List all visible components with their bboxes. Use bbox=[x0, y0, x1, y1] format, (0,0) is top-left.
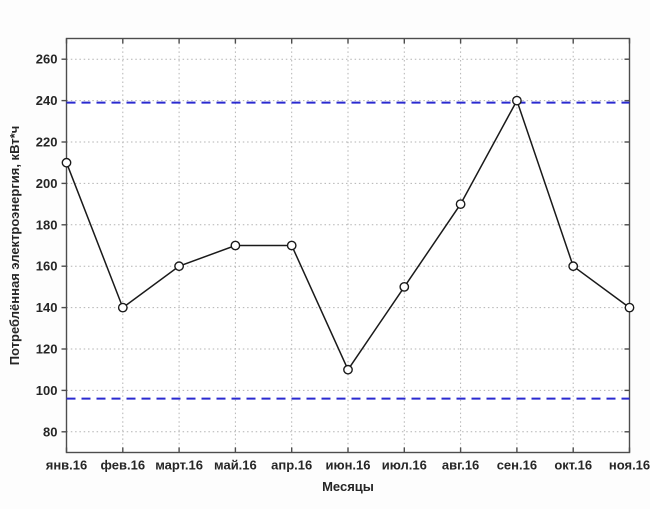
y-tick-label: 80 bbox=[43, 424, 57, 439]
x-tick-label: окт.16 bbox=[554, 458, 592, 473]
data-point-marker bbox=[230, 240, 241, 251]
data-point-marker bbox=[624, 302, 635, 313]
x-tick-label: авг.16 bbox=[442, 458, 479, 473]
data-point-marker bbox=[455, 199, 466, 210]
y-tick-label: 100 bbox=[36, 383, 58, 398]
x-tick-label: ноя.16 bbox=[609, 458, 650, 473]
x-tick-label: июн.16 bbox=[325, 458, 370, 473]
x-tick-label: июл.16 bbox=[382, 458, 427, 473]
y-tick-label: 220 bbox=[36, 135, 58, 150]
data-point-marker bbox=[343, 364, 353, 375]
x-tick-label: янв.16 bbox=[46, 458, 88, 473]
x-tick-label: май.16 bbox=[214, 458, 257, 473]
data-point-marker bbox=[61, 157, 72, 168]
y-tick-label: 120 bbox=[36, 342, 58, 357]
y-tick-label: 180 bbox=[36, 217, 58, 232]
data-point-marker bbox=[286, 240, 297, 251]
y-axis-title: Потреблённая электроэнергия, кВт*ч bbox=[7, 126, 22, 366]
x-tick-label: март.16 bbox=[155, 458, 203, 473]
y-tick-label: 140 bbox=[36, 300, 58, 315]
data-point-marker bbox=[117, 302, 128, 313]
y-tick-label: 260 bbox=[36, 52, 58, 67]
y-tick-label: 200 bbox=[36, 176, 58, 191]
x-tick-label: фев.16 bbox=[101, 458, 146, 473]
x-axis-title: Месяцы bbox=[322, 479, 374, 494]
x-tick-label: апр.16 bbox=[271, 458, 312, 473]
data-point-marker bbox=[512, 95, 522, 106]
x-tick-label: сен.16 bbox=[497, 458, 537, 473]
data-point-marker bbox=[568, 261, 579, 272]
data-point-marker bbox=[399, 281, 410, 292]
data-point-marker bbox=[174, 261, 185, 272]
y-tick-label: 240 bbox=[36, 93, 58, 108]
y-tick-label: 160 bbox=[36, 259, 58, 274]
axes-border bbox=[65, 37, 631, 454]
